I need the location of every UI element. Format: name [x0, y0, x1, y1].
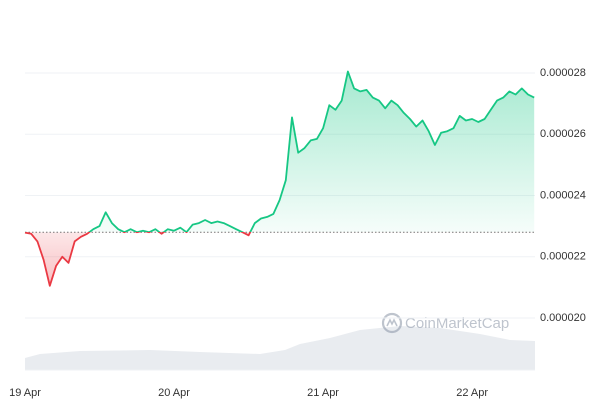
price-line: [24, 70, 535, 287]
x-tick-label: 21 Apr: [307, 387, 339, 399]
y-tick-label: 0.000022: [540, 251, 586, 263]
y-tick-label: 0.000028: [540, 67, 586, 79]
x-tick-label: 19 Apr: [9, 387, 41, 399]
price-area: [25, 71, 535, 286]
watermark: CoinMarketCap: [381, 312, 509, 334]
watermark-text: CoinMarketCap: [405, 315, 509, 332]
y-tick-label: 0.000020: [540, 312, 586, 324]
x-tick-label: 20 Apr: [158, 387, 190, 399]
volume-area: [25, 326, 535, 370]
y-tick-label: 0.000024: [540, 189, 586, 201]
y-tick-label: 0.000026: [540, 128, 586, 140]
x-tick-label: 22 Apr: [456, 387, 488, 399]
